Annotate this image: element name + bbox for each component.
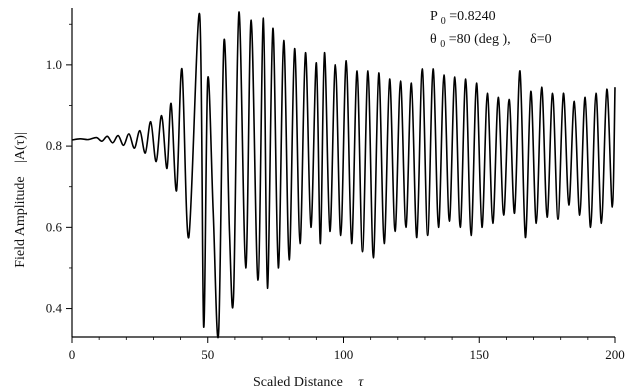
x-tick-label: 50: [201, 347, 214, 362]
annotation-theta-value: =80 (deg ),: [449, 32, 511, 47]
y-axis-label-text: Field Amplitude: [13, 176, 28, 267]
series-line-amplitude: [71, 11, 616, 339]
x-tick-label: 100: [334, 347, 354, 362]
x-axis-label-symbol: τ: [358, 375, 364, 390]
x-axis-label-text: Scaled Distance: [253, 375, 343, 390]
y-axis-ticks: 0.4 0.6 0.8 1.0: [46, 23, 72, 316]
annotation-theta-sub: 0: [440, 39, 445, 50]
y-tick-label: 0.6: [46, 219, 63, 234]
annotation-p0-prefix: P: [430, 9, 438, 24]
y-axis-label: Field Amplitude |A(τ)|: [13, 132, 28, 268]
x-tick-label: 150: [470, 347, 490, 362]
y-tick-label: 1.0: [46, 57, 62, 72]
x-axis-ticks: 0 50 100 150 200: [69, 337, 625, 362]
x-axis-label: Scaled Distance τ: [253, 375, 364, 390]
annotation-p0-sub: 0: [441, 16, 446, 27]
y-tick-label: 0.4: [46, 301, 63, 316]
curve-layer: [71, 11, 616, 339]
annotation-p0: P 0 =0.8240: [430, 9, 496, 28]
x-tick-label: 200: [605, 347, 625, 362]
y-tick-label: 0.8: [46, 138, 62, 153]
annotation-delta: δ=0: [530, 32, 552, 47]
y-axis-label-symbol: |A(τ)|: [13, 132, 28, 163]
x-tick-label: 0: [69, 347, 76, 362]
annotation-theta: θ 0 =80 (deg ), δ=0: [430, 32, 552, 51]
annotation-p0-value: =0.8240: [449, 9, 495, 24]
annotation-theta-prefix: θ: [430, 32, 437, 47]
